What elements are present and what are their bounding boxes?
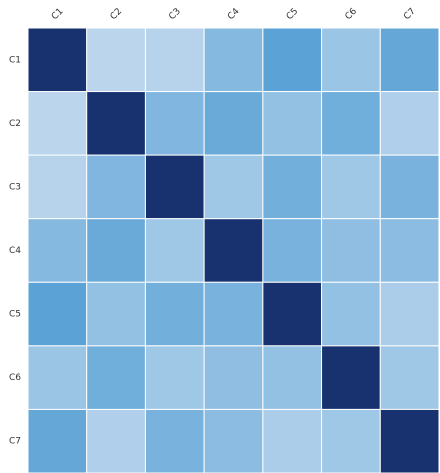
y-tick-label-C3: C3	[9, 182, 21, 192]
heatmap-cell-C6-C5	[262, 345, 323, 410]
x-tick-label-C2: C2	[109, 7, 125, 23]
heatmap-cell-C4-C2	[86, 218, 146, 283]
heatmap-cell-C3-C7	[379, 154, 440, 220]
heatmap-cell-C4-C5	[262, 218, 323, 283]
heatmap-cell-C6-C7	[379, 345, 440, 410]
heatmap-cell-C5-C6	[321, 281, 381, 347]
heatmap-cell-C3-C6	[321, 154, 381, 220]
x-tick-label-C6: C6	[343, 6, 359, 22]
heatmap-cell-C2-C7	[379, 91, 440, 156]
x-axis-tick-labels: C1 C2 C3 C4 C5 C6 C7	[50, 6, 418, 22]
heatmap-cell-C3-C1	[27, 154, 88, 220]
heatmap-cell-C2-C6	[321, 91, 381, 156]
heatmap-cell-C4-C4	[203, 218, 264, 283]
y-tick-label-C7: C7	[9, 437, 21, 447]
heatmap-cell-C6-C1	[27, 345, 88, 410]
heatmap-cell-C4-C3	[144, 218, 205, 283]
heatmap-cell-C5-C1	[27, 281, 88, 347]
heatmap-cell-C1-C6	[321, 27, 381, 93]
x-tick-label-C7: C7	[402, 7, 418, 23]
y-axis-tick-labels: C1 C2 C3 C4 C5 C6 C7	[9, 55, 21, 446]
heatmap-cell-C3-C4	[203, 154, 264, 220]
x-tick-label-C5: C5	[285, 7, 301, 23]
heatmap-cell-C1-C5	[262, 27, 323, 93]
heatmap-cell-C7-C7	[379, 408, 440, 473]
heatmap-cell-C3-C5	[262, 154, 323, 220]
heatmap-cell-C6-C2	[86, 345, 146, 410]
heatmap-cell-C5-C2	[86, 281, 146, 347]
y-tick-label-C5: C5	[9, 310, 21, 320]
heatmap-cell-C5-C4	[203, 281, 264, 347]
heatmap-cell-C7-C4	[203, 408, 264, 473]
heatmap-cell-C1-C3	[144, 27, 205, 93]
x-tick-label-C4: C4	[226, 6, 242, 22]
heatmap-cell-C3-C3	[144, 154, 205, 220]
heatmap-cell-C6-C4	[203, 345, 264, 410]
x-tick-label-C3: C3	[167, 7, 183, 23]
heatmap-cell-C5-C5	[262, 281, 323, 347]
heatmap-cell-C4-C7	[379, 218, 440, 283]
heatmap-cell-C6-C3	[144, 345, 205, 410]
heatmap-cell-C7-C5	[262, 408, 323, 473]
heatmap-cell-C6-C6	[321, 345, 381, 410]
heatmap-cell-C2-C4	[203, 91, 264, 156]
heatmap-cell-C2-C1	[27, 91, 88, 156]
heatmap-cell-C7-C1	[27, 408, 88, 473]
x-tick-label-C1: C1	[50, 7, 66, 23]
heatmap-cell-C2-C2	[86, 91, 146, 156]
heatmap-cells	[27, 27, 440, 473]
heatmap-cell-C4-C1	[27, 218, 88, 283]
heatmap-cell-C1-C7	[379, 27, 440, 93]
heatmap-cell-C1-C1	[27, 27, 88, 93]
heatmap-cell-C5-C7	[379, 281, 440, 347]
heatmap-cell-C2-C5	[262, 91, 323, 156]
heatmap-cell-C1-C2	[86, 27, 146, 93]
y-tick-label-C6: C6	[9, 373, 21, 383]
heatmap-cell-C4-C6	[321, 218, 381, 283]
heatmap-cell-C7-C6	[321, 408, 381, 473]
heatmap-cell-C7-C3	[144, 408, 205, 473]
heatmap-cell-C2-C3	[144, 91, 205, 156]
y-tick-label-C4: C4	[9, 246, 21, 256]
y-tick-label-C1: C1	[9, 55, 21, 65]
heatmap-cell-C7-C2	[86, 408, 146, 473]
heatmap-cell-C1-C4	[203, 27, 264, 93]
heatmap-cell-C3-C2	[86, 154, 146, 220]
y-tick-label-C2: C2	[9, 119, 21, 129]
heatmap-cell-C5-C3	[144, 281, 205, 347]
